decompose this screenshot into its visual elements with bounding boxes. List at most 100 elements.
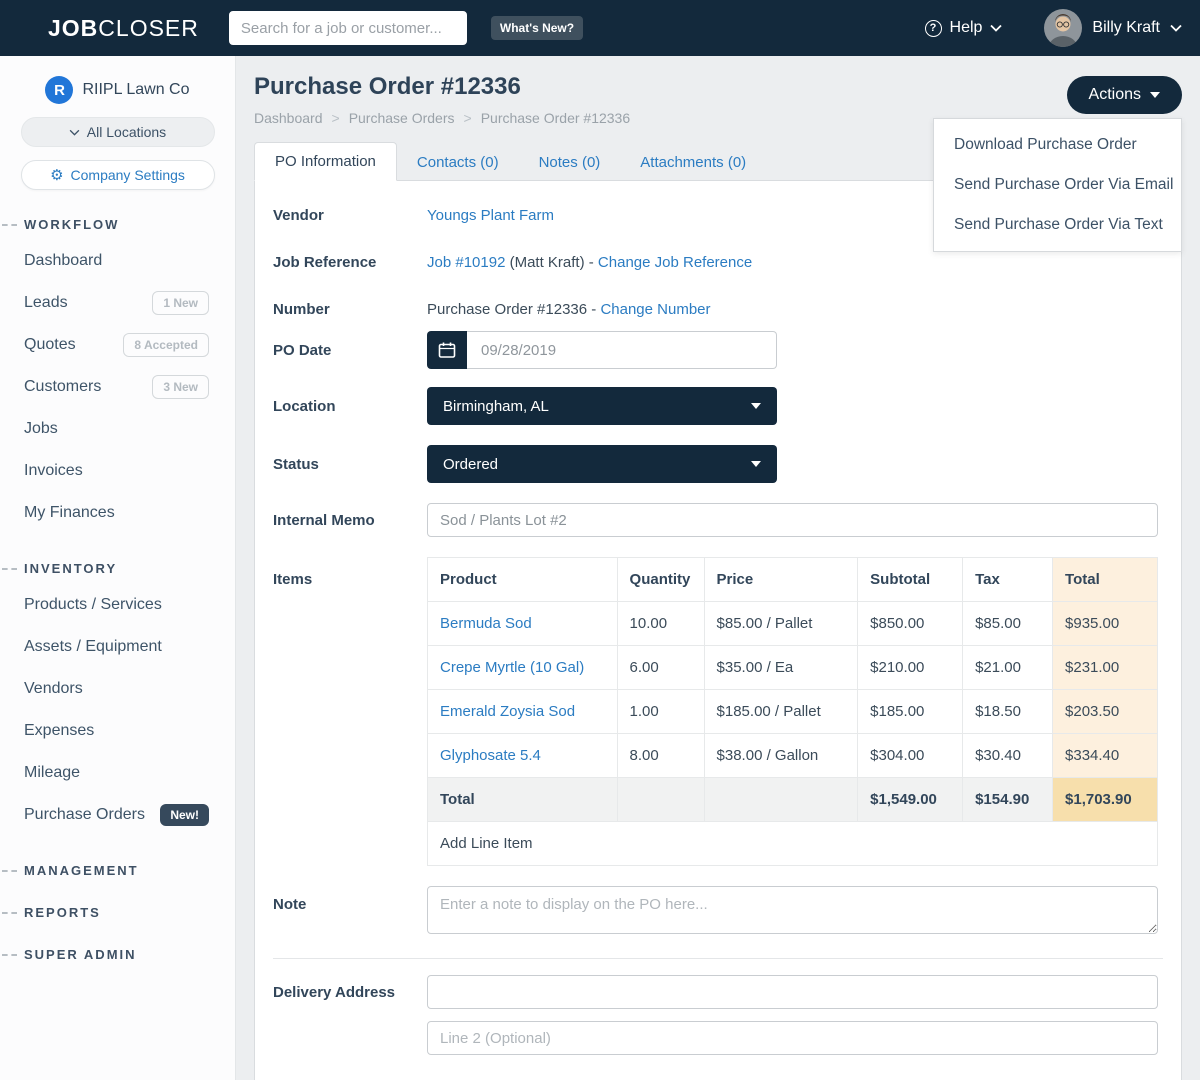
change-number-link[interactable]: Change Number	[600, 301, 710, 318]
gear-icon: ⚙	[50, 168, 63, 183]
company-settings-button[interactable]: ⚙ Company Settings	[21, 160, 215, 190]
sidebar-item-leads[interactable]: Leads1 New	[0, 282, 235, 324]
add-line-item-row: Add Line Item	[428, 822, 1158, 866]
sidebar-item-purchase-orders[interactable]: Purchase OrdersNew!	[0, 794, 235, 836]
sidebar-item-invoices[interactable]: Invoices	[0, 450, 235, 492]
app-logo[interactable]: JOBCLOSER	[48, 15, 199, 42]
total-empty-cell	[704, 778, 858, 822]
item-product-cell: Glyphosate 5.4	[428, 734, 618, 778]
sidebar-item-label: Customers	[24, 378, 152, 396]
status-select[interactable]: Ordered	[427, 445, 777, 483]
change-job-reference-link[interactable]: Change Job Reference	[598, 254, 752, 271]
sidebar-item-label: Dashboard	[24, 252, 209, 270]
vendor-link[interactable]: Youngs Plant Farm	[427, 207, 554, 224]
items-column-header: Product	[428, 558, 618, 602]
vendor-label: Vendor	[273, 207, 427, 224]
sidebar-item-list: Products / Services Assets / Equipment Ven…	[0, 584, 235, 836]
item-product-link[interactable]: Emerald Zoysia Sod	[440, 703, 575, 720]
tab-po-information[interactable]: PO Information	[254, 142, 397, 181]
total-empty-cell	[617, 778, 704, 822]
tab-contacts-0-[interactable]: Contacts (0)	[397, 144, 519, 181]
location-select[interactable]: Birmingham, AL	[427, 387, 777, 425]
actions-dropdown-menu: Download Purchase OrderSend Purchase Ord…	[933, 118, 1182, 252]
location-selector[interactable]: All Locations	[21, 117, 215, 147]
item-total-cell: $231.00	[1053, 646, 1158, 690]
item-product-link[interactable]: Bermuda Sod	[440, 615, 532, 632]
sidebar-section-header[interactable]: SUPER ADMIN	[0, 947, 235, 962]
avatar-image	[1044, 9, 1082, 47]
job-reference-row: Job Reference Job #10192 (Matt Kraft) - …	[273, 254, 1181, 271]
tab-attachments-0-[interactable]: Attachments (0)	[620, 144, 766, 181]
items-column-header: Subtotal	[858, 558, 963, 602]
job-reference-middle: (Matt Kraft) -	[505, 254, 598, 271]
po-date-row: PO Date	[273, 331, 1181, 369]
sidebar: R RIIPL Lawn Co All Locations ⚙ Company …	[0, 56, 236, 1080]
item-product-link[interactable]: Crepe Myrtle (10 Gal)	[440, 659, 584, 676]
job-link[interactable]: Job #10192	[427, 254, 505, 271]
sidebar-item-dashboard[interactable]: Dashboard	[0, 240, 235, 282]
number-row: Number Purchase Order #12336 - Change Nu…	[273, 301, 1181, 318]
calendar-button[interactable]	[427, 331, 467, 369]
actions-menu-item[interactable]: Send Purchase Order Via Email	[934, 165, 1181, 205]
items-label: Items	[273, 557, 427, 866]
sidebar-item-badge: 1 New	[152, 291, 209, 315]
sidebar-item-label: Quotes	[24, 336, 123, 354]
section-divider	[273, 958, 1163, 959]
item-price-cell: $35.00 / Ea	[704, 646, 858, 690]
sidebar-item-quotes[interactable]: Quotes8 Accepted	[0, 324, 235, 366]
item-price-cell: $185.00 / Pallet	[704, 690, 858, 734]
caret-down-icon	[1150, 92, 1160, 98]
sidebar-section-header[interactable]: MANAGEMENT	[0, 863, 235, 878]
sidebar-section-header[interactable]: WORKFLOW	[0, 217, 235, 232]
add-line-item-link[interactable]: Add Line Item	[428, 822, 1158, 866]
sidebar-item-expenses[interactable]: Expenses	[0, 710, 235, 752]
company-row: R RIIPL Lawn Co	[0, 76, 235, 104]
location-select-value: Birmingham, AL	[443, 398, 751, 415]
sidebar-item-mileage[interactable]: Mileage	[0, 752, 235, 794]
breadcrumb-item[interactable]: Dashboard	[254, 110, 323, 126]
sidebar-item-vendors[interactable]: Vendors	[0, 668, 235, 710]
item-quantity-cell: 6.00	[617, 646, 704, 690]
delivery-line2-input[interactable]	[427, 1021, 1158, 1055]
delivery-line1-input[interactable]	[427, 975, 1158, 1009]
item-product-link[interactable]: Glyphosate 5.4	[440, 747, 541, 764]
location-row: Location Birmingham, AL	[273, 387, 1181, 425]
internal-memo-input[interactable]	[427, 503, 1158, 537]
caret-down-icon	[751, 461, 761, 467]
sidebar-item-assets-equipment[interactable]: Assets / Equipment	[0, 626, 235, 668]
sidebar-section-label: WORKFLOW	[24, 217, 119, 232]
delivery-address-row: Delivery Address	[273, 975, 1181, 1055]
sidebar-section-label: SUPER ADMIN	[24, 947, 137, 962]
sidebar-item-products-services[interactable]: Products / Services	[0, 584, 235, 626]
actions-menu-item[interactable]: Send Purchase Order Via Text	[934, 205, 1181, 245]
actions-button[interactable]: Actions	[1067, 76, 1182, 114]
whats-new-button[interactable]: What's New?	[491, 16, 583, 40]
sidebar-item-label: My Finances	[24, 504, 209, 522]
help-menu[interactable]: ? Help	[925, 19, 1003, 37]
user-menu[interactable]: Billy Kraft	[1044, 9, 1182, 47]
internal-memo-row: Internal Memo	[273, 503, 1181, 537]
company-name: RIIPL Lawn Co	[82, 81, 189, 99]
note-textarea[interactable]	[427, 886, 1158, 934]
tab-notes-0-[interactable]: Notes (0)	[519, 144, 621, 181]
sidebar-item-label: Purchase Orders	[24, 806, 160, 824]
caret-down-icon	[751, 403, 761, 409]
sidebar-sections: WORKFLOW Dashboard Leads1 NewQuotes8 Accep…	[0, 217, 235, 962]
po-date-input[interactable]	[467, 331, 777, 369]
sidebar-item-label: Assets / Equipment	[24, 638, 209, 656]
grand-total-cell: $1,703.90	[1053, 778, 1158, 822]
sidebar-item-my-finances[interactable]: My Finances	[0, 492, 235, 534]
chevron-down-icon	[69, 129, 80, 136]
breadcrumb-item: Purchase Order #12336	[481, 110, 630, 126]
sidebar-item-jobs[interactable]: Jobs	[0, 408, 235, 450]
sidebar-item-customers[interactable]: Customers3 New	[0, 366, 235, 408]
search-input[interactable]	[229, 11, 467, 45]
avatar	[1044, 9, 1082, 47]
sidebar-section-header[interactable]: REPORTS	[0, 905, 235, 920]
items-header-row: ProductQuantityPriceSubtotalTaxTotal	[428, 558, 1158, 602]
logo-light: CLOSER	[98, 15, 199, 41]
sidebar-section-header[interactable]: INVENTORY	[0, 561, 235, 576]
actions-menu-item[interactable]: Download Purchase Order	[934, 125, 1181, 165]
sidebar-item-label: Vendors	[24, 680, 209, 698]
breadcrumb-item[interactable]: Purchase Orders	[349, 110, 455, 126]
